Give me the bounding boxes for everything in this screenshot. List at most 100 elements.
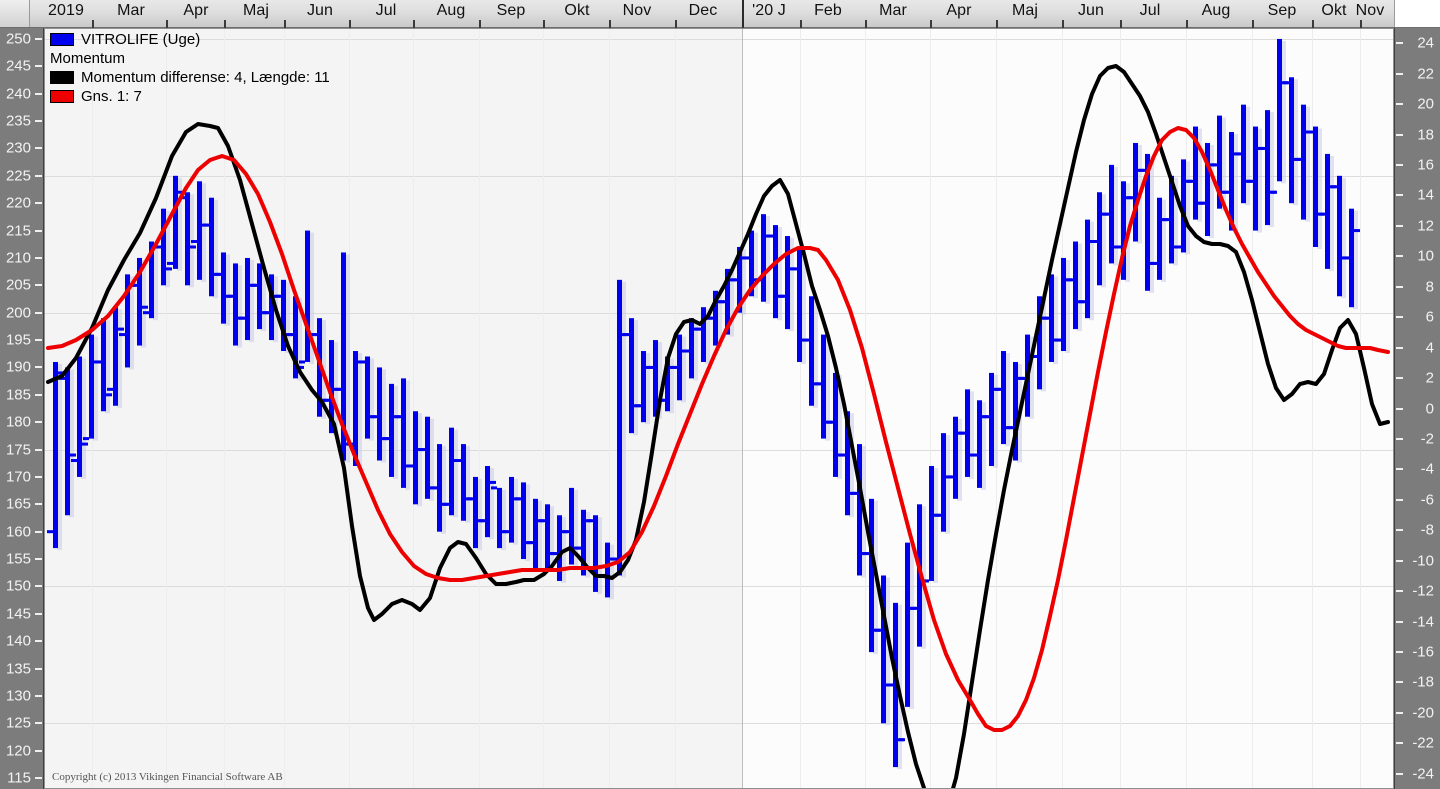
gridline-vertical [1062,28,1063,789]
average-swatch-icon [50,90,74,103]
momentum-axis-label: 10 [1417,247,1434,265]
momentum-axis-label: 8 [1425,278,1434,296]
price-axis-tick [35,393,42,396]
time-axis-tick [166,20,168,28]
gridline-horizontal [44,723,1394,725]
momentum-axis-label: 12 [1417,217,1434,235]
time-axis-tick [1062,20,1064,28]
momentum-axis-tick [1396,224,1403,227]
time-axis-label: Dec [688,2,718,19]
price-axis-tick [35,421,42,424]
time-axis-label: Feb [814,2,842,19]
price-axis-tick [35,284,42,287]
momentum-swatch-icon [50,71,74,84]
gridline-vertical [1360,28,1361,789]
time-axis-label: Jun [306,2,334,19]
left-price-axis[interactable]: 250 245 240 235 230 225 220 215 210 205 200 195 190 1… [0,28,44,789]
gridline-vertical [284,28,285,789]
time-axis-label: 2019 [48,2,84,19]
time-axis-tick [349,20,351,28]
time-axis-tick [1120,20,1122,28]
momentum-axis-tick [1396,772,1403,775]
legend-row-momentum: Momentum differense: 4, Længde: 11 [50,68,450,87]
right-momentum-axis[interactable]: 24 22 20 18 16 14 12 10 8 6 4 2 0 -2 -4 -6 -8 -10 -12 -14 -1… [1394,28,1440,789]
gridline-vertical [413,28,414,789]
momentum-axis-tick [1396,163,1403,166]
price-axis-label: 130 [5,687,31,705]
momentum-axis-tick [1396,559,1403,562]
price-axis-label: 240 [5,85,31,103]
price-axis-tick [35,558,42,561]
price-axis-tick [35,65,42,68]
momentum-axis-label: -14 [1412,613,1434,631]
time-axis-tick [675,20,677,28]
time-axis-label: Apr [946,2,972,19]
price-axis-label: 140 [5,632,31,650]
price-axis-label: 210 [5,249,31,267]
price-axis-label: 165 [5,495,31,513]
momentum-axis-tick [1396,468,1403,471]
price-axis-label: 125 [5,714,31,732]
time-axis-label: Apr [183,2,209,19]
momentum-axis-tick [1396,407,1403,410]
time-axis-corner [0,0,30,27]
momentum-axis-label: -12 [1412,582,1434,600]
price-axis-tick [35,503,42,506]
legend-row-price: VITROLIFE (Uge) [50,30,450,49]
momentum-axis-label: 14 [1417,186,1434,204]
momentum-axis-label: -4 [1420,460,1434,478]
time-axis-tick [284,20,286,28]
momentum-axis-label: -10 [1412,552,1434,570]
momentum-axis-label: 20 [1417,95,1434,113]
momentum-axis-label: -18 [1412,673,1434,691]
price-axis-tick [35,749,42,752]
gridline-vertical [675,28,676,789]
time-axis-label: Jul [375,2,397,19]
gridline-vertical [609,28,610,789]
momentum-axis-tick [1396,529,1403,532]
price-axis-label: 175 [5,441,31,459]
time-axis-label: Maj [242,2,270,19]
time-axis-label: Mar [117,2,145,19]
momentum-axis-tick [1396,681,1403,684]
legend-row-average: Gns. 1: 7 [50,87,450,106]
price-axis-label: 235 [5,112,31,130]
gridline-vertical [479,28,480,789]
price-axis-label: 180 [5,413,31,431]
price-axis-tick [35,120,42,123]
momentum-axis-tick [1396,620,1403,623]
gridline-horizontal [44,175,1394,177]
price-axis-tick [35,448,42,451]
price-axis-label: 120 [5,742,31,760]
price-axis-label: 195 [5,331,31,349]
price-axis-tick [35,475,42,478]
price-axis-tick [35,229,42,232]
time-axis[interactable]: 2019 Mar Apr Maj Jun Jul Aug Sep Okt Nov Dec '20 J F… [0,0,1440,28]
price-axis-label: 155 [5,550,31,568]
momentum-axis-tick [1396,194,1403,197]
price-axis-label: 230 [5,139,31,157]
series-price-bars [47,38,1360,770]
momentum-axis-label: 6 [1425,308,1434,326]
time-axis-tick [865,20,867,28]
gridline-vertical [1252,28,1253,789]
momentum-axis-tick [1396,590,1403,593]
price-axis-tick [35,722,42,725]
momentum-axis-tick [1396,103,1403,106]
momentum-axis-label: -6 [1420,491,1434,509]
time-axis-tick [1252,20,1254,28]
time-axis-tick [479,20,481,28]
momentum-axis-tick [1396,742,1403,745]
momentum-axis-label: 22 [1417,65,1434,83]
gridline-vertical [1120,28,1121,789]
price-axis-tick [35,366,42,369]
plot-area[interactable]: VITROLIFE (Uge) Momentum Momentum differ… [44,28,1394,789]
time-axis-label: Okt [564,2,590,19]
series-line [46,64,1390,789]
gridline-vertical [224,28,225,789]
time-axis-tick [543,20,545,28]
time-axis-tick [92,20,94,28]
time-axis-label: Okt [1321,2,1347,19]
time-axis-endcap [1394,0,1440,27]
momentum-axis-label: 18 [1417,126,1434,144]
